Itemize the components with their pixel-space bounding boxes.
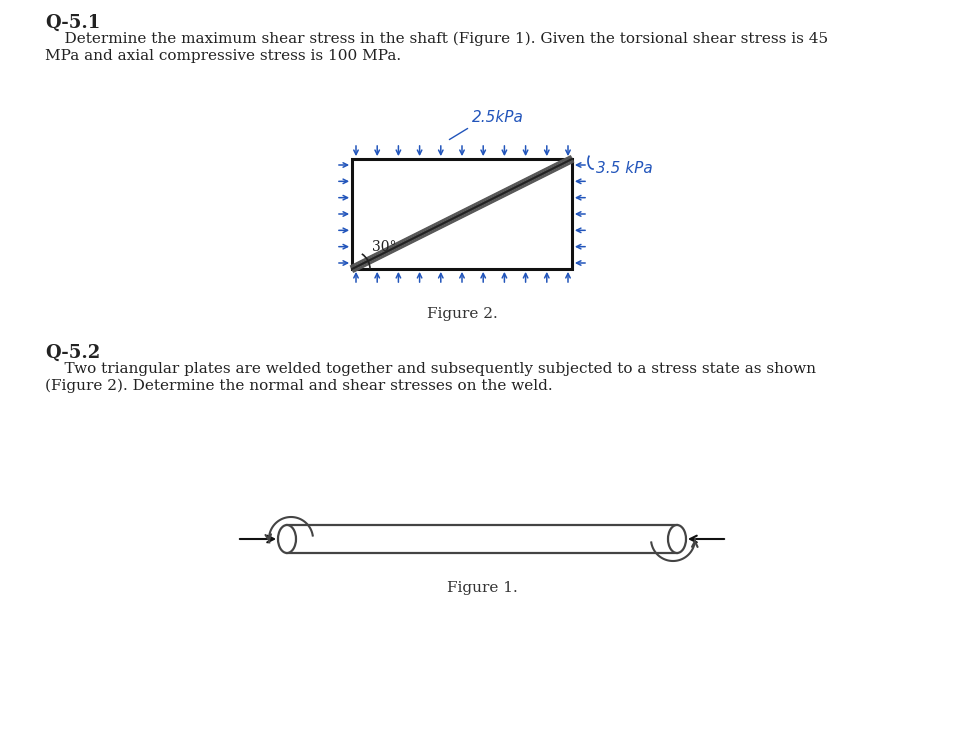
Text: 3.5 kPa: 3.5 kPa (596, 161, 653, 176)
Text: Determine the maximum shear stress in the shaft (Figure 1). Given the torsional : Determine the maximum shear stress in th… (45, 32, 828, 46)
Text: Figure 2.: Figure 2. (427, 307, 497, 321)
Text: Two triangular plates are welded together and subsequently subjected to a stress: Two triangular plates are welded togethe… (45, 362, 816, 376)
Text: Q-5.1: Q-5.1 (45, 14, 100, 32)
Bar (352, 159, 572, 269)
Text: (Figure 2). Determine the normal and shear stresses on the weld.: (Figure 2). Determine the normal and she… (45, 379, 552, 394)
Ellipse shape (668, 525, 686, 553)
Text: Figure 1.: Figure 1. (446, 581, 518, 595)
Text: 30°: 30° (372, 240, 396, 254)
Text: MPa and axial compressive stress is 100 MPa.: MPa and axial compressive stress is 100 … (45, 49, 401, 63)
Text: 2.5kPa: 2.5kPa (472, 110, 523, 125)
Ellipse shape (278, 525, 296, 553)
Text: Q-5.2: Q-5.2 (45, 344, 100, 362)
